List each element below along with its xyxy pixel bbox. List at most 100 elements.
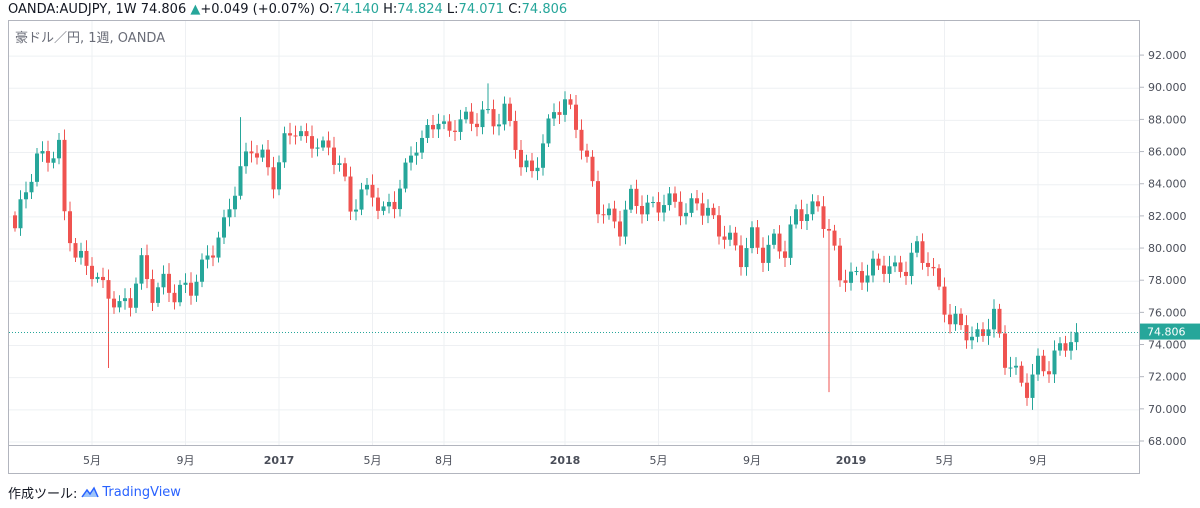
candle: [24, 181, 28, 209]
candle: [18, 190, 23, 236]
candle: [535, 157, 540, 181]
candle: [200, 253, 204, 288]
candlestick-chart[interactable]: [9, 21, 1140, 446]
candle: [238, 117, 243, 200]
candle: [161, 265, 166, 295]
price-tick-label: 70.000: [1148, 403, 1187, 416]
candle: [1030, 363, 1035, 410]
candle: [1058, 337, 1062, 356]
candle: [321, 136, 325, 151]
candle: [205, 245, 210, 269]
change-value: +0.049 (+0.07%): [200, 2, 315, 17]
candle: [761, 237, 765, 272]
candle: [326, 131, 331, 156]
low-value: 74.071: [458, 2, 505, 17]
candle: [480, 101, 485, 135]
time-axis-labels: 5月 9月 2017 5月 8月 2018 5月 9月 2019 5月 9月: [83, 454, 1047, 467]
tradingview-link[interactable]: TradingView: [81, 485, 181, 500]
candle: [552, 103, 556, 127]
candle: [337, 155, 342, 172]
candle: [640, 195, 644, 224]
candle: [843, 269, 848, 292]
open-value: 74.140: [333, 2, 379, 17]
candle: [13, 211, 17, 232]
candle: [810, 194, 815, 221]
candle: [464, 107, 468, 124]
candle: [299, 125, 303, 141]
candle: [194, 274, 199, 302]
candle: [563, 91, 567, 122]
candle: [1052, 340, 1057, 383]
candle: [1047, 361, 1051, 383]
candle: [68, 201, 72, 252]
candle: [46, 140, 50, 172]
candle: [409, 146, 413, 171]
candle: [871, 250, 875, 283]
candle: [612, 200, 617, 229]
price-axis-labels: 92.000 90.000 88.000 86.000 84.000 82.000 80.0…: [1140, 49, 1200, 446]
price-tick-label: 82.000: [1148, 210, 1187, 223]
price-tick-label: 90.000: [1148, 81, 1187, 94]
candle: [172, 284, 177, 310]
time-axis[interactable]: 5月 9月 2017 5月 8月 2018 5月 9月 2019 5月 9月: [8, 446, 1140, 474]
candle: [898, 255, 903, 278]
time-tick-label: 5月: [650, 454, 668, 467]
candle: [1008, 356, 1013, 377]
candle: [629, 184, 633, 214]
candle: [981, 322, 985, 342]
chart-pane[interactable]: 豪ドル／円, 1週, OANDA: [8, 20, 1140, 446]
candle: [656, 192, 661, 221]
candle: [865, 264, 870, 292]
candle: [376, 187, 380, 220]
price-tick-label: 92.000: [1148, 49, 1187, 62]
candle: [667, 186, 672, 211]
candle: [992, 299, 996, 338]
time-tick-label: 8月: [435, 454, 453, 467]
candle: [51, 151, 56, 169]
price-tick-label: 88.000: [1148, 113, 1187, 126]
price-tick-label: 84.000: [1148, 178, 1187, 191]
candle: [557, 101, 562, 125]
candle: [40, 141, 45, 162]
candle: [1014, 357, 1018, 375]
high-value: 74.824: [397, 2, 443, 17]
attribution-footer: 作成ツール: TradingView: [8, 482, 181, 502]
candle: [414, 142, 419, 165]
candle: [508, 97, 512, 127]
candle: [354, 199, 358, 221]
candle: [282, 126, 287, 168]
candle: [139, 247, 144, 290]
candle: [79, 242, 83, 265]
candle: [887, 255, 892, 283]
candle: [755, 220, 760, 254]
price-tick-label: 78.000: [1148, 274, 1187, 287]
candle: [101, 267, 105, 289]
candle: [222, 209, 226, 245]
price-tick-label: 76.000: [1148, 306, 1187, 319]
candle: [266, 139, 270, 176]
time-tick-label: 2018: [550, 454, 581, 467]
candle: [425, 119, 430, 143]
close-value: 74.806: [521, 2, 568, 17]
candle: [370, 174, 375, 207]
candle: [332, 136, 336, 175]
candle: [293, 125, 298, 145]
candle: [579, 119, 584, 160]
candle: [178, 280, 182, 307]
candle: [711, 203, 716, 220]
candle: [123, 288, 127, 310]
candle: [689, 193, 694, 218]
candle: [777, 225, 782, 259]
close-label: C:: [508, 2, 522, 17]
up-arrow-icon: ▲: [190, 2, 201, 17]
last-price: 74.806: [140, 2, 187, 17]
candle: [568, 94, 573, 110]
candle: [975, 322, 980, 343]
price-tick-label: 68.000: [1148, 435, 1187, 446]
candle: [442, 115, 446, 130]
time-tick-label: 2017: [264, 454, 295, 467]
candle: [519, 139, 523, 176]
candle: [849, 262, 853, 291]
price-axis[interactable]: 92.000 90.000 88.000 86.000 84.000 82.000 80.0…: [1140, 20, 1200, 446]
candle: [678, 191, 683, 226]
